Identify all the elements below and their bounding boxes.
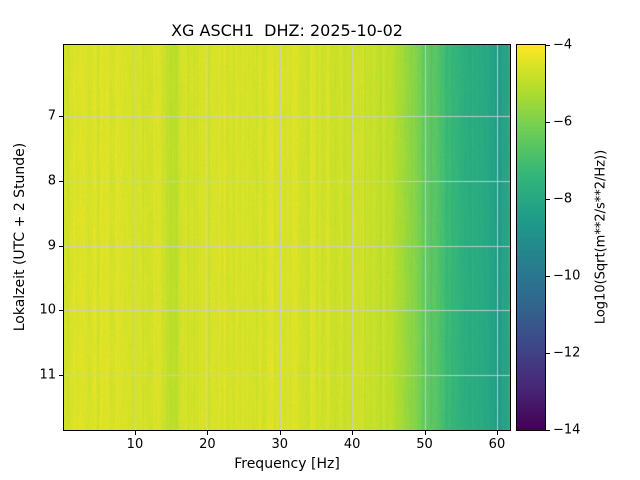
colorbar-tick-mark <box>546 122 550 123</box>
x-tick-mark <box>207 431 209 435</box>
y-tick-mark <box>59 116 63 118</box>
y-tick-mark <box>59 245 63 247</box>
x-tick-label: 10 <box>126 437 144 452</box>
y-axis-label: Lokalzeit (UTC + 2 Stunde) <box>12 142 28 332</box>
colorbar-tick-mark <box>546 430 550 431</box>
x-tick-label: 60 <box>488 437 506 452</box>
x-tick-label: 40 <box>343 437 361 452</box>
colorbar-tick-label: −12 <box>553 345 581 361</box>
colorbar-tick-label: −10 <box>553 268 581 284</box>
colorbar-tick-label: −4 <box>553 37 573 53</box>
colorbar-tick-label: −14 <box>553 422 581 438</box>
x-tick-mark <box>424 431 426 435</box>
colorbar <box>516 44 546 431</box>
x-axis-label: Frequency [Hz] <box>234 456 340 472</box>
colorbar-gradient <box>517 45 545 430</box>
y-tick-label: 10 <box>39 302 56 318</box>
colorbar-tick-mark <box>546 353 550 354</box>
y-tick-label: 7 <box>47 108 56 124</box>
spectrogram-heatmap <box>64 45 510 430</box>
y-tick-mark <box>59 375 63 376</box>
colorbar-label: Log10(Sqrt(m**2/s**2/Hz)) <box>593 149 609 325</box>
x-tick-mark <box>352 431 354 435</box>
colorbar-tick-mark <box>546 276 550 277</box>
x-tick-mark <box>496 431 498 435</box>
y-tick-label: 8 <box>47 173 56 189</box>
chart-title: XG ASCH1 DHZ: 2025-10-02 <box>171 21 403 40</box>
x-tick-label: 20 <box>199 437 216 452</box>
x-tick-mark <box>134 431 136 435</box>
x-tick-label: 30 <box>271 437 289 452</box>
y-tick-mark <box>59 310 63 312</box>
colorbar-tick-mark <box>546 45 550 46</box>
plot-area <box>63 44 511 431</box>
colorbar-tick-label: −6 <box>553 114 573 130</box>
x-tick-mark <box>279 431 281 435</box>
y-tick-label: 9 <box>47 238 56 254</box>
x-tick-label: 50 <box>416 437 433 452</box>
colorbar-tick-label: −8 <box>553 191 573 207</box>
y-tick-label: 11 <box>39 367 56 383</box>
y-tick-mark <box>59 180 63 182</box>
colorbar-tick-mark <box>546 199 550 200</box>
